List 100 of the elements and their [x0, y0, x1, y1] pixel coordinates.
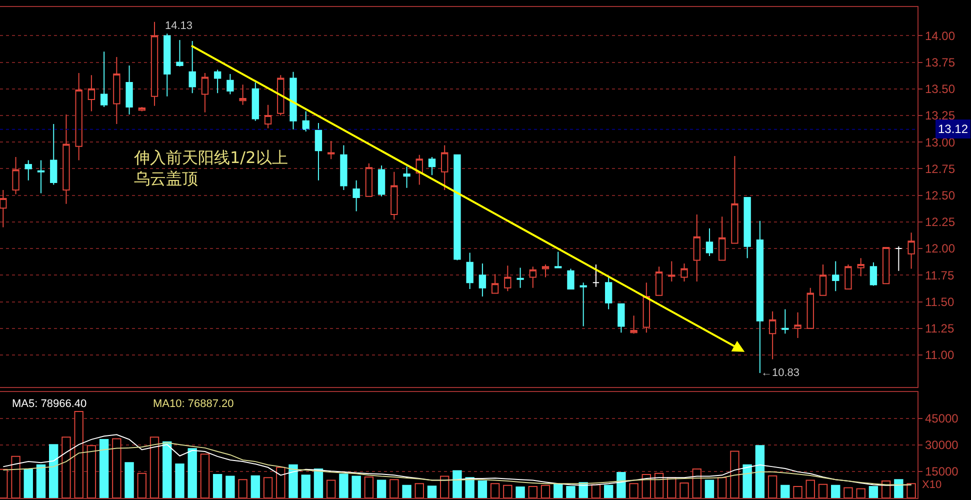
candlestick	[126, 64, 133, 115]
line-series	[2, 434, 912, 486]
y-tick-label: 12.75	[924, 162, 956, 176]
annotation: 14.13	[165, 20, 193, 32]
candlestick	[239, 84, 246, 106]
bar	[124, 462, 134, 498]
candlestick	[895, 246, 902, 272]
y-tick-label: 11.25	[924, 322, 954, 336]
candlestick	[832, 260, 840, 292]
candlestick	[794, 312, 802, 338]
candlestick	[491, 274, 499, 294]
candlestick	[24, 160, 32, 181]
bar	[49, 444, 58, 498]
candlestick	[454, 154, 461, 261]
y-tick-label: 11.50	[924, 294, 954, 309]
candlestick	[340, 144, 348, 191]
y-tick-label: 13.00	[924, 135, 956, 150]
bar	[452, 470, 462, 498]
candlestick	[264, 104, 272, 129]
bar	[314, 468, 324, 498]
y-tick-label: 13.50	[924, 82, 956, 96]
candlestick	[529, 266, 536, 288]
candlestick	[706, 228, 714, 256]
annotation: MA10: 76887.20	[153, 398, 234, 410]
bar	[226, 476, 235, 498]
candlestick	[12, 156, 20, 195]
candlestick	[604, 276, 612, 310]
candlestick	[768, 310, 776, 360]
bar	[212, 474, 222, 498]
ref-line-label: 13.12	[938, 122, 968, 136]
bar	[704, 480, 714, 498]
bar	[402, 484, 412, 498]
bar	[478, 480, 488, 498]
bar	[24, 468, 33, 498]
candlestick	[718, 216, 726, 261]
candlestick	[441, 144, 448, 191]
bar	[566, 486, 576, 498]
candlestick	[390, 171, 398, 220]
candlestick	[819, 264, 827, 296]
candlestick	[668, 260, 676, 282]
candlestick	[655, 266, 663, 296]
annotation: ←10.83	[761, 367, 800, 379]
candlestick	[226, 74, 234, 95]
bar	[604, 484, 614, 498]
candlestick	[302, 110, 310, 132]
text: X10	[922, 479, 942, 491]
candlestick	[870, 262, 878, 286]
y-tick-label: 45000	[924, 412, 959, 426]
bar	[301, 474, 310, 498]
candlestick	[466, 252, 474, 290]
y-tick-label: 13.75	[924, 56, 956, 70]
candlestick	[164, 33, 171, 97]
bar	[36, 464, 46, 498]
candlestick	[844, 264, 852, 290]
candlestick	[744, 196, 751, 259]
bar	[376, 480, 386, 498]
y-tick-label: 12.25	[924, 215, 956, 230]
bar	[339, 474, 348, 498]
candlestick	[567, 268, 574, 290]
candlestick	[731, 155, 738, 244]
bar	[616, 472, 626, 498]
line-series	[2, 442, 912, 486]
candlestick	[214, 69, 222, 94]
y-tick-label: 13.25	[924, 108, 956, 123]
y-tick-label: 14.00	[924, 28, 956, 43]
candlestick	[580, 282, 587, 327]
candlestick	[88, 74, 96, 112]
bar	[894, 479, 904, 498]
y-tick-label: 11.00	[924, 348, 954, 362]
y-tick-label: 12.00	[924, 242, 956, 256]
candlestick	[252, 82, 259, 122]
candlestick	[782, 308, 789, 334]
bar	[755, 445, 765, 498]
candlestick	[75, 72, 82, 161]
candlestick	[642, 282, 650, 334]
bar	[742, 464, 752, 498]
annotation: 乌云盖顶	[134, 168, 198, 188]
bar	[99, 438, 109, 498]
candlestick	[150, 21, 158, 106]
candlestick	[504, 265, 512, 292]
candlestick	[592, 264, 600, 288]
y-tick-label: 12.50	[924, 188, 956, 203]
candlestick	[50, 124, 58, 186]
y-tick-label: 30000	[924, 438, 959, 452]
candlestick	[516, 267, 524, 288]
candlestick	[403, 166, 410, 188]
candlestick	[680, 262, 688, 282]
bar	[352, 476, 361, 498]
candlestick	[630, 315, 638, 334]
bar	[427, 486, 437, 498]
bar	[250, 475, 260, 498]
candlestick	[37, 160, 45, 194]
candlestick	[554, 251, 562, 268]
candlestick	[756, 220, 764, 374]
bar	[465, 477, 474, 498]
bar	[831, 484, 840, 498]
candlestick	[478, 262, 486, 297]
y-tick-label: 15000	[924, 464, 959, 479]
candlestick	[314, 122, 322, 181]
bar	[516, 486, 525, 498]
